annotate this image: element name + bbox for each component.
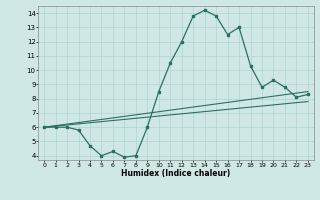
X-axis label: Humidex (Indice chaleur): Humidex (Indice chaleur) bbox=[121, 169, 231, 178]
